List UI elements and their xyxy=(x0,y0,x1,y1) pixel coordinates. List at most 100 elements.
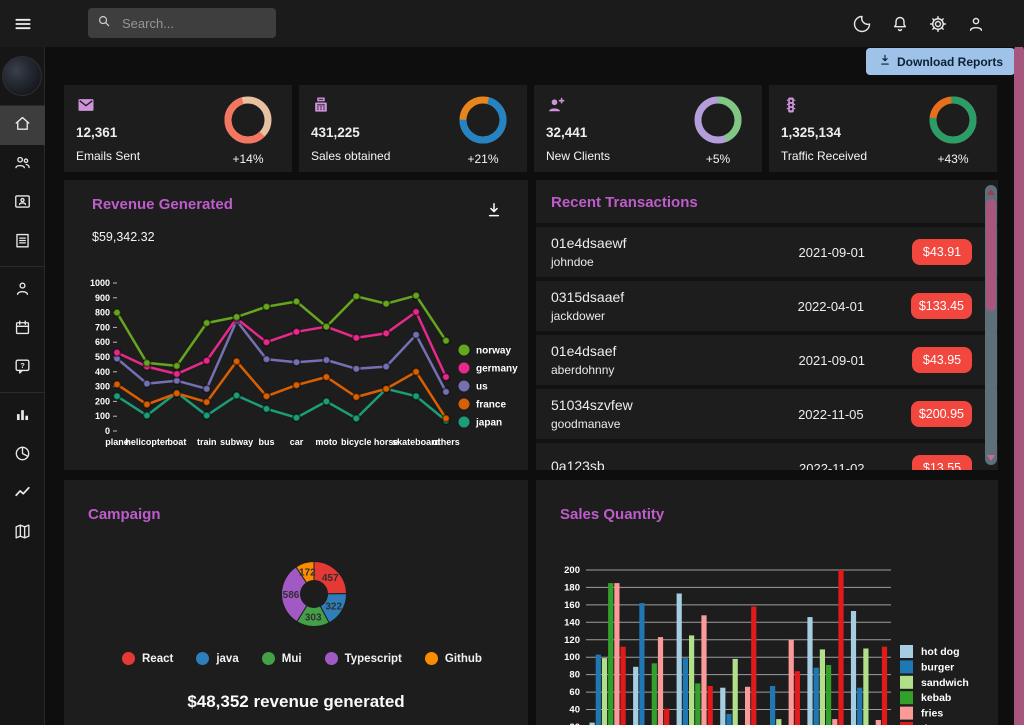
legend-item-burger: burger xyxy=(900,660,954,674)
svg-text:train: train xyxy=(197,437,217,447)
bar-sandwich xyxy=(732,658,738,725)
svg-text:100: 100 xyxy=(564,652,580,663)
svg-text:us: us xyxy=(476,382,488,393)
campaign-footer: $48,352 revenue generated xyxy=(187,692,405,711)
people-icon xyxy=(13,153,32,177)
help-icon: ? xyxy=(13,357,32,381)
legend-item-fries: fries xyxy=(900,706,943,720)
transaction-id: 51034szvfew xyxy=(551,397,633,413)
svg-text:400: 400 xyxy=(95,367,110,377)
campaign-panel: Campaign 457 322 303 586 172 React java Mui … xyxy=(64,480,528,725)
calendar-icon xyxy=(13,318,32,342)
bar-donut xyxy=(751,606,757,725)
transactions-scrollbar[interactable] xyxy=(985,185,997,465)
transactions-scrollbar-thumb[interactable] xyxy=(986,199,996,311)
download-chart-icon[interactable] xyxy=(482,198,506,225)
bar-fries xyxy=(788,639,794,725)
avatar-section xyxy=(0,47,44,106)
stat-value: 1,325,134 xyxy=(781,125,842,140)
bar-burger xyxy=(639,603,645,725)
legend-label: java xyxy=(216,652,239,665)
scroll-down-arrow-icon[interactable] xyxy=(987,455,995,461)
settings-icon[interactable] xyxy=(924,10,952,38)
pie-slice-Typescript xyxy=(281,566,308,623)
transaction-user: jackdower xyxy=(551,309,606,323)
svg-text:586: 586 xyxy=(283,590,300,601)
sidebar-item-person[interactable] xyxy=(0,271,45,310)
search-icon[interactable] xyxy=(96,13,112,34)
svg-text:700: 700 xyxy=(95,322,110,332)
sidebar-item-calendar[interactable] xyxy=(0,310,45,349)
topbar-actions xyxy=(848,0,990,47)
page-scrollbar[interactable] xyxy=(1014,45,1024,725)
stat-card: 32,441 New Clients +5% xyxy=(534,85,762,172)
stat-cards-row: 12,361 Emails Sent +14% 431,225 Sales ob… xyxy=(64,85,997,172)
campaign-legend: React java Mui Typescript Github xyxy=(64,652,528,665)
stat-label: Emails Sent xyxy=(76,149,141,163)
bar-burger xyxy=(857,687,863,725)
sidebar-item-bar-chart[interactable] xyxy=(0,397,45,436)
svg-text:900: 900 xyxy=(95,293,110,303)
profile-icon[interactable] xyxy=(962,10,990,38)
legend-item-Github: Github xyxy=(424,652,482,665)
bar-donut xyxy=(707,686,713,725)
legend-dot xyxy=(424,652,438,665)
line-series-france xyxy=(116,360,448,420)
bar-burger xyxy=(595,654,601,725)
notifications-icon[interactable] xyxy=(886,10,914,38)
menu-icon[interactable] xyxy=(9,10,37,38)
legend-item-japan: japan xyxy=(458,416,502,429)
transaction-row: 0315dsaaef jackdower 2022-04-01 $133.45 xyxy=(536,281,998,335)
stat-delta: +5% xyxy=(705,152,731,166)
stat-value: 431,225 xyxy=(311,125,360,140)
sidebar-item-receipt[interactable] xyxy=(0,223,45,262)
download-icon xyxy=(878,53,892,70)
dark-mode-icon[interactable] xyxy=(848,10,876,38)
avatar[interactable] xyxy=(2,56,42,96)
svg-text:500: 500 xyxy=(95,352,110,362)
bar-sandwich xyxy=(776,719,782,725)
progress-ring xyxy=(694,96,742,144)
amount-badge: $13.55 xyxy=(912,455,972,470)
revenue-panel: Revenue Generated $59,342.32 0 100 200 300 4… xyxy=(64,180,528,470)
download-reports-button[interactable]: Download Reports xyxy=(866,48,1016,75)
bar-hot dog xyxy=(720,687,726,725)
svg-text:bus: bus xyxy=(259,437,275,447)
bar-burger xyxy=(726,713,732,725)
legend-item-germany: germany xyxy=(458,362,518,375)
traffic-icon xyxy=(781,97,801,119)
bar-sandwich xyxy=(863,648,869,725)
search-box[interactable] xyxy=(88,8,276,38)
sidebar-item-people[interactable] xyxy=(0,145,45,184)
stat-delta: +43% xyxy=(937,152,969,166)
svg-text:140: 140 xyxy=(564,617,580,628)
sidebar-item-home[interactable] xyxy=(0,106,45,145)
svg-text:1000: 1000 xyxy=(90,278,110,288)
search-input[interactable] xyxy=(120,14,268,32)
sidebar-item-help[interactable]: ? xyxy=(0,349,45,388)
amount-badge: $133.45 xyxy=(910,293,972,319)
campaign-title: Campaign xyxy=(88,506,161,523)
transaction-date: 2022-11-05 xyxy=(798,406,864,422)
sidebar-item-contacts[interactable] xyxy=(0,184,45,223)
svg-text:?: ? xyxy=(20,360,25,369)
sidebar-item-line-chart[interactable] xyxy=(0,475,45,514)
transaction-id: 01e4dsaewf xyxy=(551,235,627,251)
map-icon xyxy=(13,522,32,546)
svg-text:horse: horse xyxy=(374,437,399,447)
svg-text:germany: germany xyxy=(476,364,518,375)
sidebar-item-pie-chart[interactable] xyxy=(0,436,45,475)
scroll-up-arrow-icon[interactable] xyxy=(987,189,995,195)
bar-sandwich xyxy=(601,658,608,725)
topbar xyxy=(0,0,1024,47)
email-icon xyxy=(76,99,96,119)
legend-item-React: React xyxy=(122,652,173,665)
legend-item-kebab: kebab xyxy=(900,691,951,705)
line-series-germany xyxy=(116,310,448,378)
bar-kebab xyxy=(651,663,657,725)
bar-fries xyxy=(832,719,838,725)
sidebar-item-map[interactable] xyxy=(0,514,45,553)
transaction-row: 01e4dsaewf johndoe 2021-09-01 $43.91 xyxy=(536,227,998,281)
svg-text:200: 200 xyxy=(95,396,110,406)
sales-title: Sales Quantity xyxy=(560,506,665,523)
